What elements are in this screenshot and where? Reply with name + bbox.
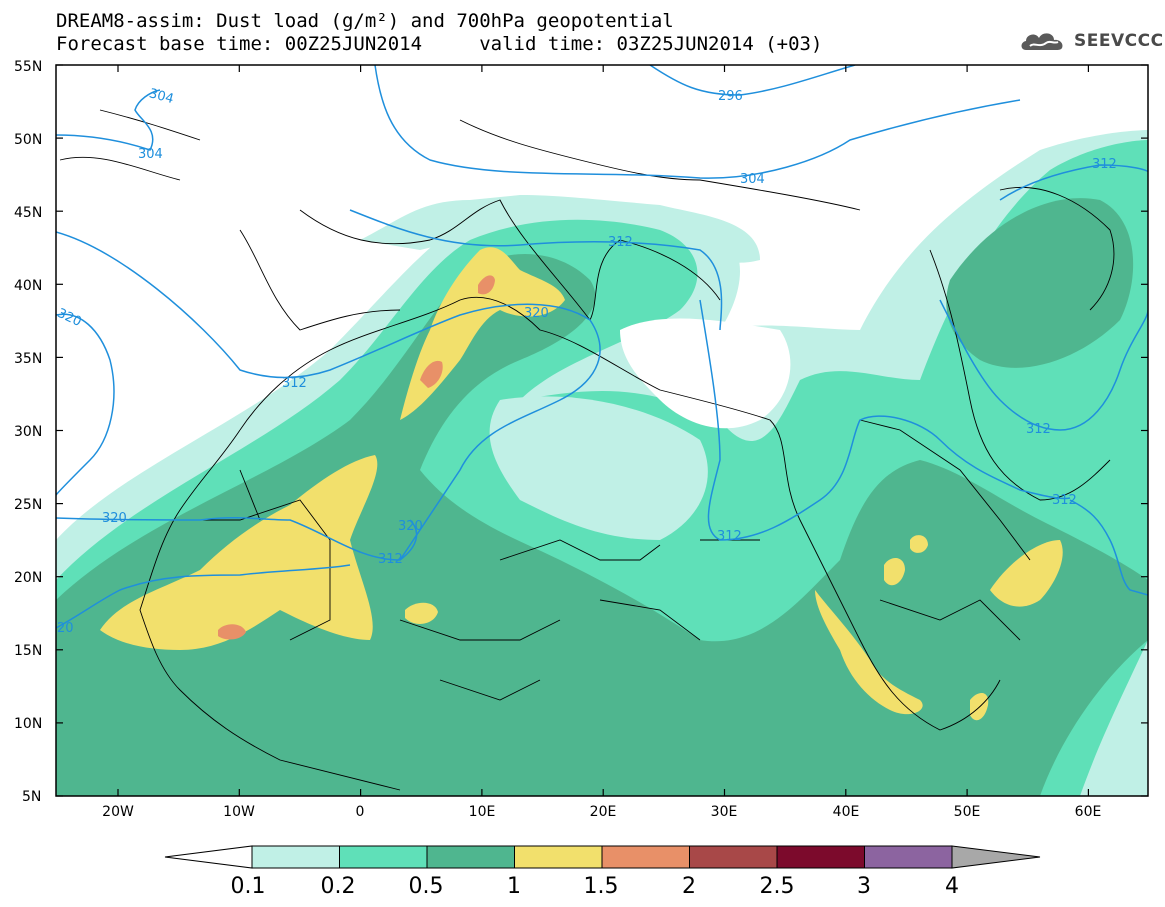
colorbar: 0.1 0.2 0.5 1 1.5 2 2.5 3 4: [164, 845, 1041, 899]
lat-label: 30N: [14, 424, 42, 440]
lat-label: 55N: [14, 59, 42, 75]
lat-label: 35N: [14, 351, 42, 367]
colorbar-tick-label: 2.5: [760, 874, 795, 899]
colorbar-box: [601, 845, 690, 869]
logo-text: SEEVCCC: [1074, 31, 1164, 51]
dust-band-orange-3: [218, 624, 246, 640]
lat-label: 10N: [14, 716, 42, 732]
contour-label: 20: [57, 621, 74, 636]
dust-field: [56, 65, 1148, 796]
map-subtitle: Forecast base time: 00Z25JUN2014 valid t…: [56, 33, 823, 55]
dust-band-yellow-small1: [884, 558, 905, 586]
lat-label: 15N: [14, 643, 42, 659]
seevccc-logo: SEEVCCC: [1018, 28, 1164, 54]
lon-label: 10E: [469, 804, 496, 820]
contour-296: [649, 65, 856, 96]
longitude-labels: 20W 10W 0 10E 20E 30E 40E 50E 60E: [102, 804, 1101, 820]
lat-label: 45N: [14, 205, 42, 221]
contour-label: 320: [102, 511, 127, 526]
colorbar-left-arrow: [164, 845, 253, 869]
dust-band-yellow-small2: [970, 693, 989, 721]
colorbar-box: [251, 845, 340, 869]
colorbar-tick-label: 0.1: [231, 874, 266, 899]
dust-band-orange-2: [478, 275, 495, 295]
contour-312-se: [1069, 499, 1148, 596]
contour-label: 320: [398, 519, 423, 534]
lon-label: 60E: [1075, 804, 1102, 820]
contour-312-ne: [999, 164, 1148, 201]
colorbar-tick-label: 4: [945, 874, 959, 899]
colorbar-box: [864, 845, 953, 869]
contour-304-north: [374, 65, 1021, 179]
contour-304-west: [56, 89, 161, 151]
geopotential-contours: [56, 65, 1148, 629]
contour-label: 312: [608, 235, 633, 250]
lat-label: 20N: [14, 570, 42, 586]
coastlines: [59, 109, 1115, 791]
contour-312-north: [349, 209, 723, 331]
axis-ticks: [56, 64, 1148, 797]
dust-band-yellow-atlas: [400, 247, 565, 420]
dust-band-yellow-small4: [910, 535, 928, 553]
contour-label: 312: [378, 552, 403, 567]
contour-label: 304: [147, 86, 175, 107]
colorbar-ticks: 0.1 0.2 0.5 1 1.5 2 2.5 3 4: [231, 874, 960, 899]
contour-312-east: [939, 299, 1148, 431]
contour-312-sahara: [699, 299, 1071, 541]
lon-label: 10W: [223, 804, 255, 820]
cloud-icon: [1021, 33, 1063, 50]
contour-312-main: [56, 231, 601, 561]
contour-label: 312: [1052, 493, 1077, 508]
lon-label: 30E: [711, 804, 738, 820]
lat-label: 50N: [14, 132, 42, 148]
dust-band-yellow-redsea: [815, 590, 923, 715]
colorbar-tick-label: 3: [857, 874, 871, 899]
contour-320-west: [56, 313, 115, 496]
lat-label: 40N: [14, 278, 42, 294]
contour-label: 304: [138, 147, 163, 162]
contour-label: 312: [282, 376, 307, 391]
dust-band-dark: [56, 253, 1148, 796]
contour-label: 320: [524, 306, 549, 321]
colorbar-tick-label: 1: [507, 874, 521, 899]
clear-patch-sahara: [489, 396, 708, 540]
colorbar-box: [339, 845, 428, 869]
colorbar-tick-label: 2: [682, 874, 696, 899]
contour-label: 296: [718, 89, 743, 104]
colorbar-tick-label: 0.5: [409, 874, 444, 899]
colorbar-box: [776, 845, 865, 869]
lat-label: 5N: [22, 789, 41, 805]
lon-label: 20E: [590, 804, 617, 820]
colorbar-right-arrow: [951, 845, 1041, 869]
lon-label: 0: [356, 804, 365, 820]
lon-label: 20W: [102, 804, 134, 820]
map-title: DREAM8-assim: Dust load (g/m²) and 700hP…: [56, 10, 674, 32]
dust-band-dark-east: [946, 198, 1134, 368]
contour-label: 312: [1092, 157, 1117, 172]
contour-320-sw: [56, 564, 351, 629]
dust-band-orange-1: [420, 360, 443, 388]
colorbar-tick-label: 1.5: [584, 874, 619, 899]
colorbar-tick-label: 0.2: [321, 874, 356, 899]
latitude-labels: 55N 50N 45N 40N 35N 30N 25N 20N 15N 10N …: [14, 59, 42, 805]
lat-label: 25N: [14, 497, 42, 513]
colorbar-box: [426, 845, 515, 869]
contour-label: 312: [1026, 422, 1051, 437]
dust-band-yellow-small3: [405, 602, 438, 624]
lon-label: 50E: [954, 804, 981, 820]
contour-label: 312: [717, 529, 742, 544]
dust-band-yellow-arabia: [990, 540, 1063, 607]
contour-320-south: [56, 517, 418, 561]
contour-label: 304: [740, 172, 765, 187]
dust-band-yellow-west: [100, 455, 378, 650]
lon-label: 40E: [833, 804, 860, 820]
colorbar-boxes: [251, 845, 953, 869]
colorbar-box: [514, 845, 603, 869]
colorbar-box: [689, 845, 778, 869]
clear-patch-mediterranean: [620, 318, 791, 429]
